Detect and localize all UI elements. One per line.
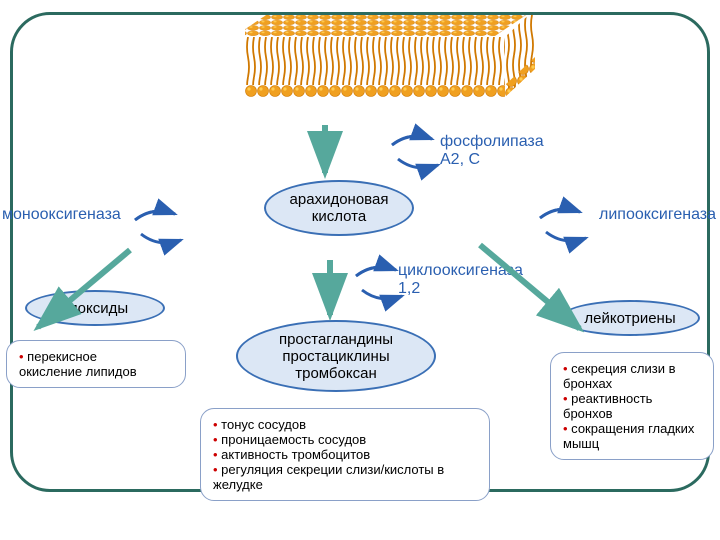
label-phospholipase: фосфолипазаА2, С: [440, 133, 544, 169]
node-leukotrienes: лейкотриены: [560, 300, 700, 336]
enzyme-text: липооксигеназа: [599, 206, 716, 223]
enzyme-text: монооксигеназа: [2, 206, 121, 223]
box-pg-effects: тонус сосудовпроницаемость сосудовактивн…: [200, 408, 490, 501]
effect-item: секреция слизи вбронхах: [563, 361, 701, 391]
membrane-bilayer: [245, 15, 545, 120]
effect-item: тонус сосудов: [213, 417, 477, 432]
box-epoxides-effects: перекисноеокисление липидов: [6, 340, 186, 388]
node-text: эпоксиды: [62, 300, 128, 317]
effect-item: регуляция секреции слизи/кислоты вжелудк…: [213, 462, 477, 492]
effect-item: перекисноеокисление липидов: [19, 349, 173, 379]
box-lt-effects: секреция слизи вбронхахреактивностьбронх…: [550, 352, 714, 460]
node-epoxides: эпоксиды: [25, 290, 165, 326]
node-text: арахидоноваякислота: [290, 191, 389, 225]
node-text: простагландиныпростациклинытромбоксан: [279, 331, 393, 382]
effect-item: проницаемость сосудов: [213, 432, 477, 447]
node-arachidonic: арахидоноваякислота: [264, 180, 414, 236]
effect-list: секреция слизи вбронхахреактивностьбронх…: [563, 361, 701, 451]
label-cyclooxygenase: циклооксигеназа1,2: [398, 262, 523, 298]
enzyme-text: фосфолипазаА2, С: [440, 133, 544, 168]
label-lipoxygenase: липооксигеназа: [599, 206, 716, 224]
effect-list: перекисноеокисление липидов: [19, 349, 173, 379]
node-pg: простагландиныпростациклинытромбоксан: [236, 320, 436, 392]
enzyme-text: циклооксигеназа1,2: [398, 262, 523, 297]
effect-item: реактивностьбронхов: [563, 391, 701, 421]
effect-list: тонус сосудовпроницаемость сосудовактивн…: [213, 417, 477, 492]
node-text: лейкотриены: [584, 310, 675, 327]
label-monooxygenase: монооксигеназа: [2, 206, 121, 224]
effect-item: сокращения гладкихмышц: [563, 421, 701, 451]
effect-item: активность тромбоцитов: [213, 447, 477, 462]
